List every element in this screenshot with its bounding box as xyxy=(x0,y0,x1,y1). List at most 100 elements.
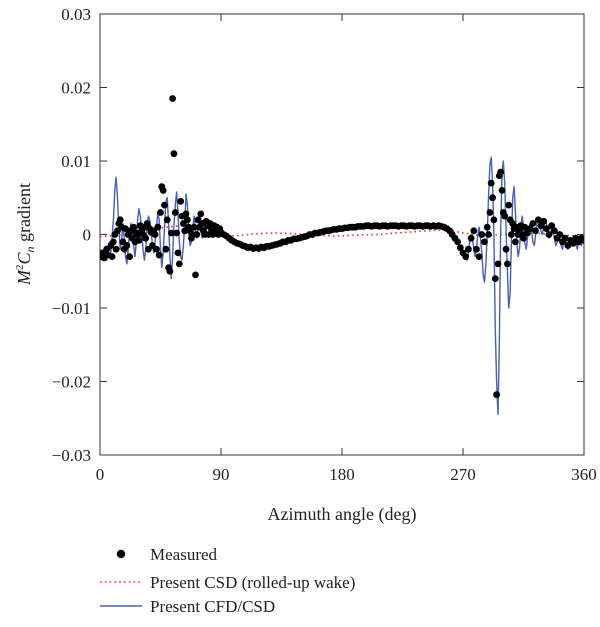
measured-point xyxy=(564,242,572,249)
measured-point xyxy=(171,209,179,216)
measured-point xyxy=(545,231,553,238)
x-tick-label: 270 xyxy=(450,465,476,484)
measured-point xyxy=(182,210,190,218)
measured-point xyxy=(481,238,488,246)
measured-point xyxy=(122,225,129,233)
measured-point xyxy=(505,201,513,209)
measured-point xyxy=(475,253,483,260)
measured-point xyxy=(467,234,475,242)
x-tick-label: 360 xyxy=(571,465,597,484)
measured-point xyxy=(487,179,495,187)
measured-point xyxy=(512,238,519,246)
measured-point xyxy=(110,238,117,246)
y-axis: 0.03 0.02 0.01 0 −0.01 −0.02 −0.03 xyxy=(52,5,584,465)
measured-point xyxy=(190,223,198,231)
x-tick-label: 90 xyxy=(213,465,230,484)
measured-point xyxy=(502,245,510,253)
measured-point xyxy=(561,234,569,242)
legend-label-csd: Present CSD (rolled-up wake) xyxy=(150,573,355,592)
x-tick-label: 180 xyxy=(329,465,355,484)
legend: Measured Present CSD (rolled-up wake) Pr… xyxy=(100,545,355,616)
y-tick-label: 0 xyxy=(83,226,92,245)
measured-point xyxy=(166,267,174,275)
measured-point xyxy=(197,210,205,218)
measured-point xyxy=(504,260,511,268)
measured-point xyxy=(465,245,472,253)
x-axis-label: Azimuth angle (deg) xyxy=(268,504,417,525)
measured-point xyxy=(142,234,150,242)
measured-point xyxy=(167,229,175,237)
measured-point xyxy=(174,249,182,257)
measured-point xyxy=(184,216,191,224)
y-tick-label: −0.02 xyxy=(52,373,91,392)
y-axis-label: M2Cn gradient xyxy=(14,183,37,286)
measured-point xyxy=(556,231,564,238)
measured-point xyxy=(162,245,170,253)
measured-point xyxy=(173,229,181,237)
measured-point xyxy=(490,216,498,224)
measured-point xyxy=(532,227,539,235)
measured-point xyxy=(498,187,506,194)
measured-point xyxy=(192,271,199,279)
measured-point xyxy=(521,223,529,231)
measured-point xyxy=(454,238,461,246)
measured-point xyxy=(123,242,131,249)
measured-point xyxy=(155,251,163,259)
measured-point xyxy=(483,223,491,231)
measured-point xyxy=(169,95,177,102)
measured-point xyxy=(154,223,162,231)
x-axis: 0 90 180 270 360 xyxy=(96,14,597,484)
legend-label-measured: Measured xyxy=(150,545,218,564)
measured-point xyxy=(494,260,502,268)
measured-point xyxy=(486,209,494,216)
measured-point xyxy=(526,225,534,233)
measured-point xyxy=(177,198,185,205)
measured-point xyxy=(151,231,159,238)
y-tick-label: −0.01 xyxy=(52,299,91,318)
y-tick-label: 0.02 xyxy=(61,79,91,98)
measured-point xyxy=(116,216,124,224)
y-label-sup: 2 xyxy=(14,265,26,271)
measured-point xyxy=(159,187,167,194)
measured-point xyxy=(508,231,515,238)
legend-marker-measured xyxy=(116,549,126,559)
measured-point xyxy=(193,231,201,238)
measured-point xyxy=(491,275,499,282)
measured-point xyxy=(143,220,151,227)
y-label-mid: C xyxy=(14,252,34,265)
measured-point xyxy=(489,194,496,202)
measured-point xyxy=(529,220,537,227)
y-tick-label: −0.03 xyxy=(52,446,91,465)
y-tick-label: 0.03 xyxy=(61,5,91,24)
measured-point xyxy=(112,245,120,253)
measured-point xyxy=(135,237,143,244)
measured-point xyxy=(161,201,168,209)
measured-point xyxy=(540,217,548,225)
measured-point xyxy=(175,260,183,268)
measured-point xyxy=(163,216,171,224)
measured-point xyxy=(473,245,480,253)
series-measured xyxy=(100,95,584,399)
measured-point xyxy=(501,212,509,220)
measured-point xyxy=(478,231,486,238)
legend-label-cfd: Present CFD/CSD xyxy=(150,597,275,616)
plot-area xyxy=(100,95,584,416)
measured-point xyxy=(462,253,470,260)
measured-point xyxy=(157,209,164,216)
plot-frame xyxy=(99,13,585,456)
measured-point xyxy=(534,216,542,224)
measured-point xyxy=(108,253,116,260)
measured-point xyxy=(548,222,556,230)
measured-point xyxy=(170,150,178,158)
measured-point xyxy=(580,237,584,244)
measured-point xyxy=(130,223,138,231)
measured-point xyxy=(520,234,527,242)
measured-point xyxy=(493,391,500,399)
measured-point xyxy=(551,227,558,235)
measured-point xyxy=(485,231,492,238)
measured-point xyxy=(456,244,464,252)
measured-point xyxy=(569,239,577,247)
y-label-base: M xyxy=(14,269,34,286)
y-tick-label: 0.01 xyxy=(61,152,91,171)
